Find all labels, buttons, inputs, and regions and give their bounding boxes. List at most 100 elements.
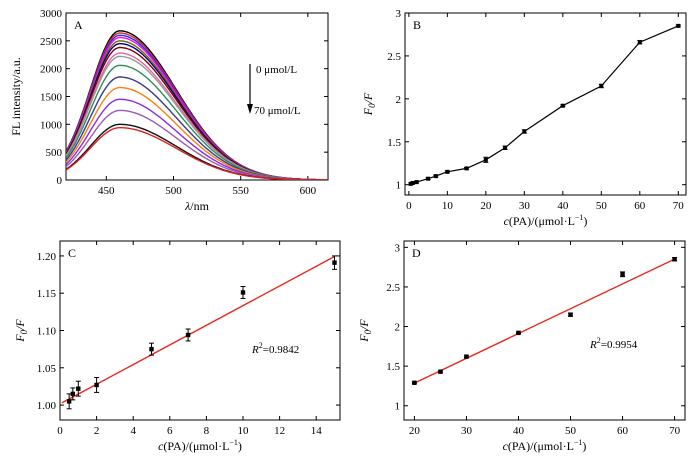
- data-point: [332, 260, 337, 265]
- y-tick-label: 3: [396, 8, 402, 20]
- panel-B: 0 10 20 30 40 50 60 70 1 1.5 2 2.5 3B F0/F c(PA)/(μmol…: [361, 8, 687, 228]
- data-point: [433, 174, 438, 179]
- y-tick-label: 2: [395, 322, 401, 334]
- data-point: [149, 346, 154, 352]
- y-tick-label: 3: [395, 242, 401, 254]
- series-line: [410, 25, 679, 185]
- y-tick-label: 2000: [40, 64, 63, 76]
- x-tick-label: 10: [442, 200, 454, 212]
- r-squared-label: R2=0.9842: [251, 341, 299, 356]
- plot-frame: [59, 240, 341, 421]
- plot-frame: [403, 240, 686, 421]
- data-point: [66, 399, 72, 404]
- x-tick-label: 600: [300, 185, 317, 197]
- y-tick-label: 1.05: [37, 363, 57, 375]
- data-point: [483, 157, 488, 162]
- data-point: [464, 354, 469, 359]
- panel-letter: A: [74, 18, 83, 32]
- x-tick-label: 60: [634, 200, 646, 212]
- data-point: [185, 332, 191, 338]
- y-axis-label: F0/F: [361, 92, 377, 116]
- panel-D: 20 30 40 50 60 70 1 1.5 2 2.5 3 D F0/F c(PA)/(μmol·L−…: [357, 240, 686, 453]
- x-tick-label: 450: [98, 185, 115, 197]
- panel-A: 450 500 550 600 0 500 1000 1500 2000 2500 3000 Aλ/n…: [9, 8, 329, 213]
- x-tick-label: 0: [406, 200, 412, 212]
- r-squared-label: R2=0.9954: [589, 336, 638, 351]
- data-point: [676, 23, 681, 28]
- x-tick-label: 70: [673, 200, 685, 212]
- data-point: [599, 83, 604, 88]
- plot-frame: [65, 12, 329, 181]
- plot-frame: [404, 12, 687, 196]
- panel-letter: B: [413, 18, 421, 32]
- fit-line: [61, 255, 335, 404]
- y-axis-label: F0/F: [357, 319, 373, 343]
- x-tick-label: 2: [94, 425, 100, 437]
- y-tick-label: 2: [396, 94, 402, 106]
- panel-letter: C: [68, 246, 76, 260]
- x-tick-label: 6: [167, 425, 173, 437]
- y-tick-label: 2500: [40, 36, 63, 48]
- x-tick-label: 550: [232, 185, 249, 197]
- y-tick-label: 1500: [40, 92, 63, 104]
- x-tick-label: 20: [480, 200, 492, 212]
- data-point: [445, 169, 450, 174]
- x-tick-label: 50: [596, 200, 608, 212]
- x-tick-label: 8: [204, 425, 210, 437]
- y-tick-label: 1.00: [37, 400, 57, 412]
- spectrum-line: [66, 127, 328, 180]
- x-tick-label: 0: [57, 425, 63, 437]
- y-tick-label: 2.5: [387, 51, 401, 63]
- data-point: [70, 391, 76, 397]
- data-point: [464, 166, 469, 171]
- arrow-top-label: 0 μmol/L: [256, 64, 297, 76]
- data-point: [568, 312, 573, 317]
- x-tick-label: 30: [519, 200, 531, 212]
- y-tick-label: 0: [57, 175, 63, 187]
- y-tick-label: 1.10: [37, 326, 57, 338]
- y-axis-label: F0/F: [13, 319, 29, 343]
- data-point: [76, 386, 81, 391]
- panel-letter: D: [412, 246, 421, 260]
- x-tick-label: 12: [274, 425, 285, 437]
- x-axis-label: λ/nm: [184, 199, 210, 213]
- x-tick-label: 14: [311, 425, 323, 437]
- x-tick-label: 30: [461, 425, 473, 437]
- y-tick-label: 1: [396, 180, 402, 192]
- data-point: [410, 180, 415, 185]
- x-axis-label: c(PA)/(μmol·L−1): [158, 438, 242, 453]
- data-point: [412, 380, 417, 385]
- y-tick-label: 1.20: [37, 251, 57, 263]
- data-point: [94, 382, 99, 388]
- fit-line: [414, 258, 675, 384]
- x-tick-label: 500: [165, 185, 182, 197]
- spectra-group: [66, 30, 328, 180]
- data-point: [637, 40, 642, 45]
- y-tick-label: 1: [395, 401, 401, 413]
- x-tick-label: 50: [565, 425, 577, 437]
- y-tick-label: 500: [46, 147, 63, 159]
- x-tick-label: 20: [409, 425, 421, 437]
- data-point: [672, 257, 677, 262]
- x-axis-label: c(PA)/(μmol·L−1): [503, 438, 587, 453]
- y-tick-label: 3000: [40, 8, 63, 20]
- data-point: [426, 176, 431, 181]
- y-tick-label: 2.5: [386, 282, 400, 294]
- y-tick-label: 1.15: [37, 288, 57, 300]
- arrow-bottom-label: 70 μmol/L: [254, 105, 301, 117]
- data-point: [560, 103, 565, 108]
- data-point: [240, 290, 246, 295]
- x-tick-label: 40: [513, 425, 525, 437]
- data-point: [438, 369, 443, 374]
- x-axis-label: c(PA)/(μmol·L−1): [504, 213, 588, 228]
- x-tick-label: 40: [557, 200, 569, 212]
- x-tick-label: 4: [130, 425, 136, 437]
- y-tick-label: 1.5: [386, 361, 400, 373]
- x-tick-label: 70: [669, 425, 681, 437]
- data-point: [522, 129, 527, 134]
- data-point: [414, 180, 419, 185]
- x-tick-label: 10: [238, 425, 250, 437]
- arrow-head-icon: [247, 104, 253, 114]
- data-point: [503, 145, 508, 150]
